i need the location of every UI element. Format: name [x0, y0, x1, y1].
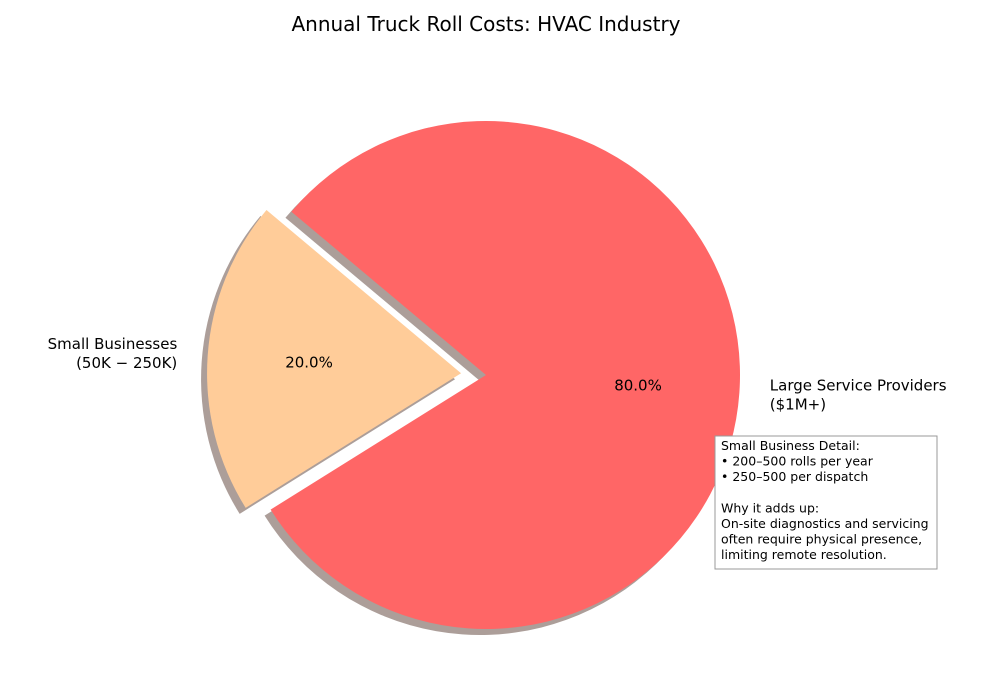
pie-category-label-line: Large Service Providers — [770, 376, 947, 394]
annotation-line: Why it adds up: — [721, 500, 819, 515]
pie-percent-label-1: 80.0% — [614, 377, 662, 395]
annotation-line: limiting remote resolution. — [721, 547, 887, 562]
pie-category-label-line: Small Businesses — [48, 335, 178, 353]
annotation-line: • 250–500 per dispatch — [721, 469, 868, 484]
pie-slice-0 — [207, 209, 462, 508]
pie-percent-label-0: 20.0% — [285, 354, 333, 372]
annotation-text: Small Business Detail: • 200–500 rolls pe… — [721, 438, 929, 562]
annotation-line — [721, 485, 725, 500]
annotation-line: often require physical presence, — [721, 532, 922, 547]
pie-category-label-line: (50K − 250K) — [76, 354, 177, 372]
pie-category-label-line: ($1M+) — [770, 395, 826, 413]
annotation-box: Small Business Detail: • 200–500 rolls pe… — [714, 435, 938, 570]
pie-category-label-0: Small Businesses (50K − 250K) — [48, 335, 178, 372]
annotation-border — [714, 435, 938, 570]
annotation-line: Small Business Detail: — [721, 438, 860, 453]
annotation-line: • 200–500 rolls per year — [721, 454, 874, 469]
pie-slice-1 — [270, 120, 740, 629]
annotation-line: On-site diagnostics and servicing — [721, 516, 929, 531]
label-layer: 20.0% Small Businesses (50K − 250K) 80.0% La… — [48, 335, 947, 413]
slice-layer — [207, 120, 740, 629]
pie-category-label-1: Large Service Providers ($1M+) — [770, 376, 947, 413]
chart-title: Annual Truck Roll Costs: HVAC Industry — [291, 12, 680, 36]
